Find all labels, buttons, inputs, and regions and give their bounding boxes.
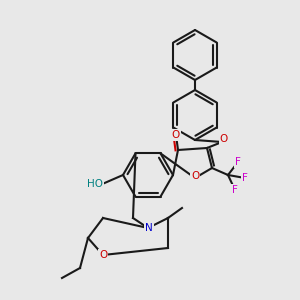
Text: O: O	[191, 171, 199, 181]
Text: N: N	[145, 223, 153, 233]
Text: F: F	[232, 185, 238, 195]
Text: HO: HO	[87, 179, 103, 189]
Text: F: F	[242, 173, 248, 183]
Text: O: O	[220, 134, 228, 144]
Text: F: F	[235, 157, 241, 167]
Text: O: O	[172, 130, 180, 140]
Text: O: O	[99, 250, 107, 260]
